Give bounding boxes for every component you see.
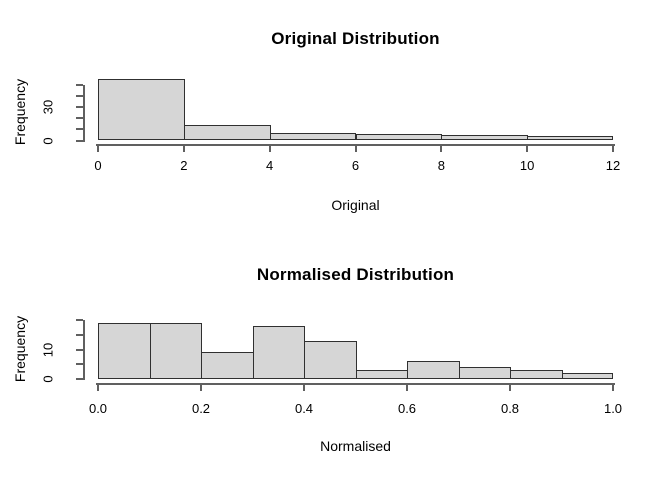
- x-axis-line: [96, 143, 615, 146]
- x-axis-tick-label: 8: [437, 158, 445, 173]
- x-axis-tick: [612, 145, 614, 152]
- x-axis-tick-label: 6: [351, 158, 360, 173]
- y-axis-tick: [76, 333, 83, 336]
- histogram-bar: [269, 132, 357, 141]
- histogram-bar: [561, 373, 613, 379]
- x-axis-tick-label: 4: [266, 158, 274, 173]
- y-axis-label-original: Frequency: [12, 78, 28, 146]
- histogram-bar: [355, 133, 443, 141]
- y-axis-tick: [76, 106, 83, 109]
- x-axis-tick-label: 0.2: [191, 401, 211, 416]
- x-axis-tick: [303, 384, 305, 391]
- histogram-bar: [304, 340, 357, 379]
- histogram-bar: [407, 361, 460, 379]
- x-axis-tick: [509, 384, 511, 391]
- x-axis-tick: [200, 384, 202, 391]
- y-axis-tick-label: 10: [40, 342, 56, 357]
- y-axis-tick: [76, 319, 83, 321]
- x-axis-tick: [440, 145, 443, 152]
- x-axis-tick-label: 0.0: [88, 401, 108, 416]
- x-axis-label-original: Original: [331, 197, 380, 213]
- x-axis-tick: [268, 145, 271, 152]
- y-axis-line: [83, 320, 85, 380]
- chart-title-normalised: Normalised Distribution: [256, 265, 455, 284]
- histogram-bar: [527, 136, 613, 141]
- y-axis-tick-label: 0: [40, 136, 56, 145]
- histogram-bar: [98, 79, 185, 141]
- x-axis-tick-label: 1.0: [603, 401, 623, 416]
- histogram-bar: [183, 124, 271, 141]
- y-axis-tick: [76, 84, 83, 86]
- y-axis-tick: [76, 348, 83, 351]
- histogram-bar: [201, 352, 254, 379]
- histogram-bar: [355, 370, 408, 379]
- y-axis-tick: [76, 95, 83, 98]
- y-axis-line: [83, 85, 85, 142]
- x-axis-tick-label: 2: [180, 158, 188, 173]
- histogram-bar: [252, 325, 305, 379]
- x-axis-tick: [526, 145, 529, 152]
- x-axis-tick: [354, 145, 357, 152]
- histogram-bar: [510, 370, 563, 379]
- y-axis-tick: [76, 117, 83, 120]
- y-axis-tick-label: 0: [40, 375, 56, 383]
- x-axis-tick-label: 0: [94, 158, 102, 173]
- y-axis-tick: [76, 139, 83, 142]
- x-axis-label-normalised: Normalised: [320, 438, 391, 454]
- x-axis-line: [96, 382, 615, 385]
- x-axis-tick: [97, 145, 99, 152]
- chart-title-original: Original Distribution: [271, 29, 440, 48]
- x-axis-tick-label: 12: [605, 158, 621, 173]
- y-axis-tick-label: 30: [40, 99, 56, 115]
- x-axis-tick-label: 0.6: [397, 401, 417, 416]
- histogram-bar: [149, 322, 202, 379]
- x-axis-tick-label: 0.4: [294, 401, 314, 416]
- histogram-bar: [458, 367, 511, 379]
- histogram-bar: [98, 322, 151, 379]
- y-axis-tick: [76, 363, 83, 366]
- x-axis-tick: [182, 145, 185, 152]
- y-axis-tick: [76, 128, 83, 131]
- y-axis-label-normalised: Frequency: [12, 315, 28, 383]
- x-axis-tick: [406, 384, 408, 391]
- x-axis-tick: [97, 384, 99, 391]
- x-axis-tick-label: 10: [519, 158, 535, 173]
- x-axis-tick-label: 0.8: [500, 401, 520, 416]
- x-axis-tick: [612, 384, 614, 391]
- y-axis-tick: [76, 378, 83, 380]
- histogram-bar: [441, 134, 529, 141]
